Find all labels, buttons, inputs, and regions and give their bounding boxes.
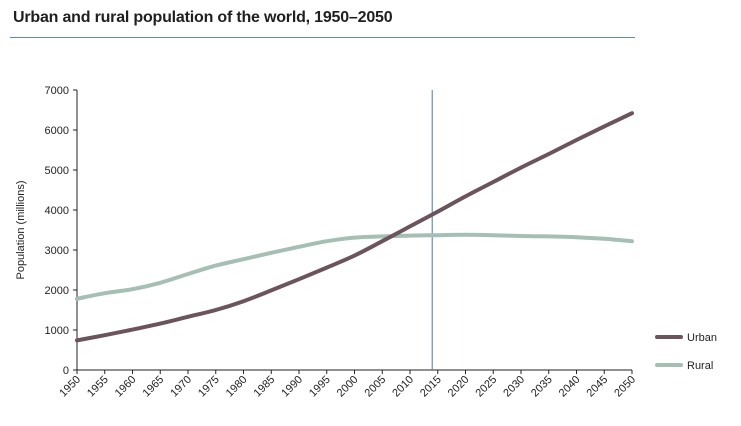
x-tick-label: 2005 bbox=[363, 374, 389, 400]
series-line-rural bbox=[75, 232, 634, 301]
x-tick-label: 1960 bbox=[113, 374, 139, 400]
x-tick-label: 1955 bbox=[85, 374, 111, 400]
x-tick-label: 2050 bbox=[612, 374, 638, 400]
series-group bbox=[75, 111, 634, 343]
x-tick-label: 1965 bbox=[141, 374, 167, 400]
x-tick-label: 1975 bbox=[196, 374, 222, 400]
y-tick-label: 6000 bbox=[45, 125, 69, 137]
x-tick-label: 1985 bbox=[252, 374, 278, 400]
x-tick-label: 1980 bbox=[224, 374, 250, 400]
y-tick-label: 7000 bbox=[45, 85, 69, 97]
x-tick-label: 1995 bbox=[307, 374, 333, 400]
x-tick-label: 2045 bbox=[585, 374, 611, 400]
x-tick-label: 1950 bbox=[57, 374, 83, 400]
x-tick-label: 2015 bbox=[418, 374, 444, 400]
chart-title: Urban and rural population of the world,… bbox=[13, 9, 393, 26]
x-tick-label: 1970 bbox=[168, 374, 194, 400]
x-tick-label: 2035 bbox=[529, 374, 555, 400]
x-tick-label: 1990 bbox=[279, 374, 305, 400]
y-axis-label: Population (millions) bbox=[15, 180, 27, 279]
x-tick-label: 2000 bbox=[335, 374, 361, 400]
x-tick-label: 2030 bbox=[501, 374, 527, 400]
x-tick-label: 2025 bbox=[474, 374, 500, 400]
y-tick-label: 3000 bbox=[45, 245, 69, 257]
legend-label-rural: Rural bbox=[687, 360, 713, 372]
x-tick-label: 2010 bbox=[390, 374, 416, 400]
x-tick-label: 2040 bbox=[557, 374, 583, 400]
x-tick-label: 2020 bbox=[446, 374, 472, 400]
legend: Urban Rural bbox=[655, 332, 717, 372]
series-line-urban bbox=[75, 111, 634, 343]
y-tick-label: 4000 bbox=[45, 205, 69, 217]
legend-label-urban: Urban bbox=[687, 332, 717, 344]
y-tick-label: 0 bbox=[63, 365, 69, 377]
title-divider bbox=[10, 37, 635, 38]
y-tick-label: 5000 bbox=[45, 165, 69, 177]
y-tick-label: 2000 bbox=[45, 285, 69, 297]
y-tick-label: 1000 bbox=[45, 325, 69, 337]
